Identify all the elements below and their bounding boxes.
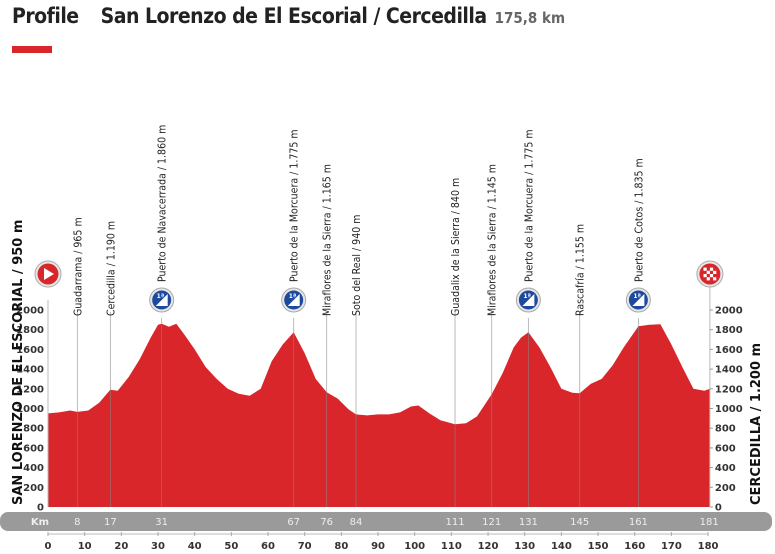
y-tick-right: 1000 — [715, 404, 743, 415]
km-marker-value: 111 — [445, 517, 464, 528]
km-marker-value: 131 — [519, 517, 538, 528]
finish-location-label: CERCEDILLA / 1.200 m — [749, 343, 764, 505]
km-marker-value: 145 — [570, 517, 589, 528]
x-tick-label: 150 — [588, 541, 609, 552]
svg-text:1ª: 1ª — [157, 293, 165, 300]
km-marker-value: 161 — [629, 517, 648, 528]
waypoint-label: Guadalix de la Sierra / 840 m — [450, 178, 462, 316]
y-tick-left: 1200 — [16, 384, 44, 395]
waypoint-label: Soto del Real / 940 m — [351, 215, 363, 316]
km-marker-value: 31 — [155, 517, 168, 528]
y-tick-left: 0 — [37, 503, 44, 514]
km-marker-value: 67 — [287, 517, 300, 528]
title-accent-bar — [12, 46, 52, 53]
waypoint-label: Miraflores de la Sierra / 1.145 m — [487, 164, 499, 316]
km-bar-label: Km — [31, 517, 49, 528]
x-tick-label: 70 — [298, 541, 312, 552]
x-tick-label: 60 — [261, 541, 275, 552]
waypoint-label: Puerto de la Morcuera / 1.775 m — [289, 129, 301, 282]
start-icon — [34, 260, 62, 288]
y-tick-left: 2000 — [16, 306, 44, 317]
y-tick-right: 1400 — [715, 365, 743, 376]
y-tick-left: 1000 — [16, 404, 44, 415]
x-tick-label: 20 — [114, 541, 128, 552]
svg-text:1ª: 1ª — [289, 293, 297, 300]
y-tick-left: 1600 — [16, 345, 44, 356]
elevation-profile-area — [48, 323, 710, 507]
climb-category-icon: 1ª — [281, 287, 307, 313]
y-tick-left: 400 — [23, 463, 44, 474]
waypoint-label: Rascafría / 1.155 m — [575, 224, 587, 316]
climb-category-icon: 1ª — [625, 287, 651, 313]
y-tick-left: 600 — [23, 443, 44, 454]
x-tick-label: 0 — [45, 541, 52, 552]
x-tick-label: 90 — [371, 541, 385, 552]
waypoint-label: Guadarrama / 965 m — [72, 217, 84, 316]
y-tick-left: 800 — [23, 424, 44, 435]
page-title: Profile San Lorenzo de El Escorial / Cerc… — [12, 4, 565, 28]
km-marker-value: 8 — [74, 517, 80, 528]
x-tick-label: 140 — [551, 541, 572, 552]
x-tick-label: 80 — [334, 541, 348, 552]
y-tick-left: 1400 — [16, 365, 44, 376]
x-tick-label: 50 — [224, 541, 238, 552]
x-tick-label: 120 — [478, 541, 499, 552]
climb-category-icon: 1ª — [515, 287, 541, 313]
y-tick-right: 600 — [715, 443, 736, 454]
finish-icon — [696, 260, 724, 288]
y-tick-right: 2000 — [715, 306, 743, 317]
svg-text:1ª: 1ª — [633, 293, 641, 300]
y-tick-left: 200 — [23, 483, 44, 494]
x-tick-label: 30 — [151, 541, 165, 552]
start-location-label: SAN LORENZO DE EL ESCORIAL / 950 m — [11, 220, 26, 505]
km-marker-value: 121 — [482, 517, 501, 528]
y-tick-right: 200 — [715, 483, 736, 494]
km-bar — [0, 512, 772, 531]
waypoint-label: Puerto de la Morcuera / 1.775 m — [523, 129, 535, 282]
waypoint-label: Puerto de Navacerrada / 1.860 m — [157, 125, 169, 282]
y-tick-right: 400 — [715, 463, 736, 474]
title-label: Profile — [12, 4, 79, 28]
y-tick-left: 1800 — [16, 325, 44, 336]
x-tick-label: 180 — [698, 541, 719, 552]
x-tick-label: 40 — [188, 541, 202, 552]
climb-category-icon: 1ª — [149, 287, 175, 313]
y-tick-right: 1600 — [715, 345, 743, 356]
waypoint-label: Cercedilla / 1.190 m — [105, 221, 117, 316]
x-tick-label: 100 — [404, 541, 425, 552]
km-marker-value: 84 — [350, 517, 363, 528]
x-tick-label: 170 — [661, 541, 682, 552]
x-tick-label: 10 — [78, 541, 92, 552]
y-tick-right: 1800 — [715, 325, 743, 336]
waypoint-label: Puerto de Cotos / 1.835 m — [633, 158, 645, 282]
km-marker-value: 17 — [104, 517, 117, 528]
y-tick-right: 1200 — [715, 384, 743, 395]
x-tick-label: 110 — [441, 541, 462, 552]
y-tick-right: 0 — [715, 503, 722, 514]
km-marker-value: 181 — [700, 517, 719, 528]
route-distance: 175,8 km — [494, 9, 566, 27]
route-name: San Lorenzo de El Escorial / Cercedilla — [100, 4, 488, 28]
x-tick-label: 160 — [624, 541, 645, 552]
x-tick-label: 130 — [514, 541, 535, 552]
y-tick-right: 800 — [715, 424, 736, 435]
svg-text:1ª: 1ª — [523, 293, 531, 300]
waypoint-label: Miraflores de la Sierra / 1.165 m — [322, 164, 334, 316]
km-marker-value: 76 — [320, 517, 333, 528]
